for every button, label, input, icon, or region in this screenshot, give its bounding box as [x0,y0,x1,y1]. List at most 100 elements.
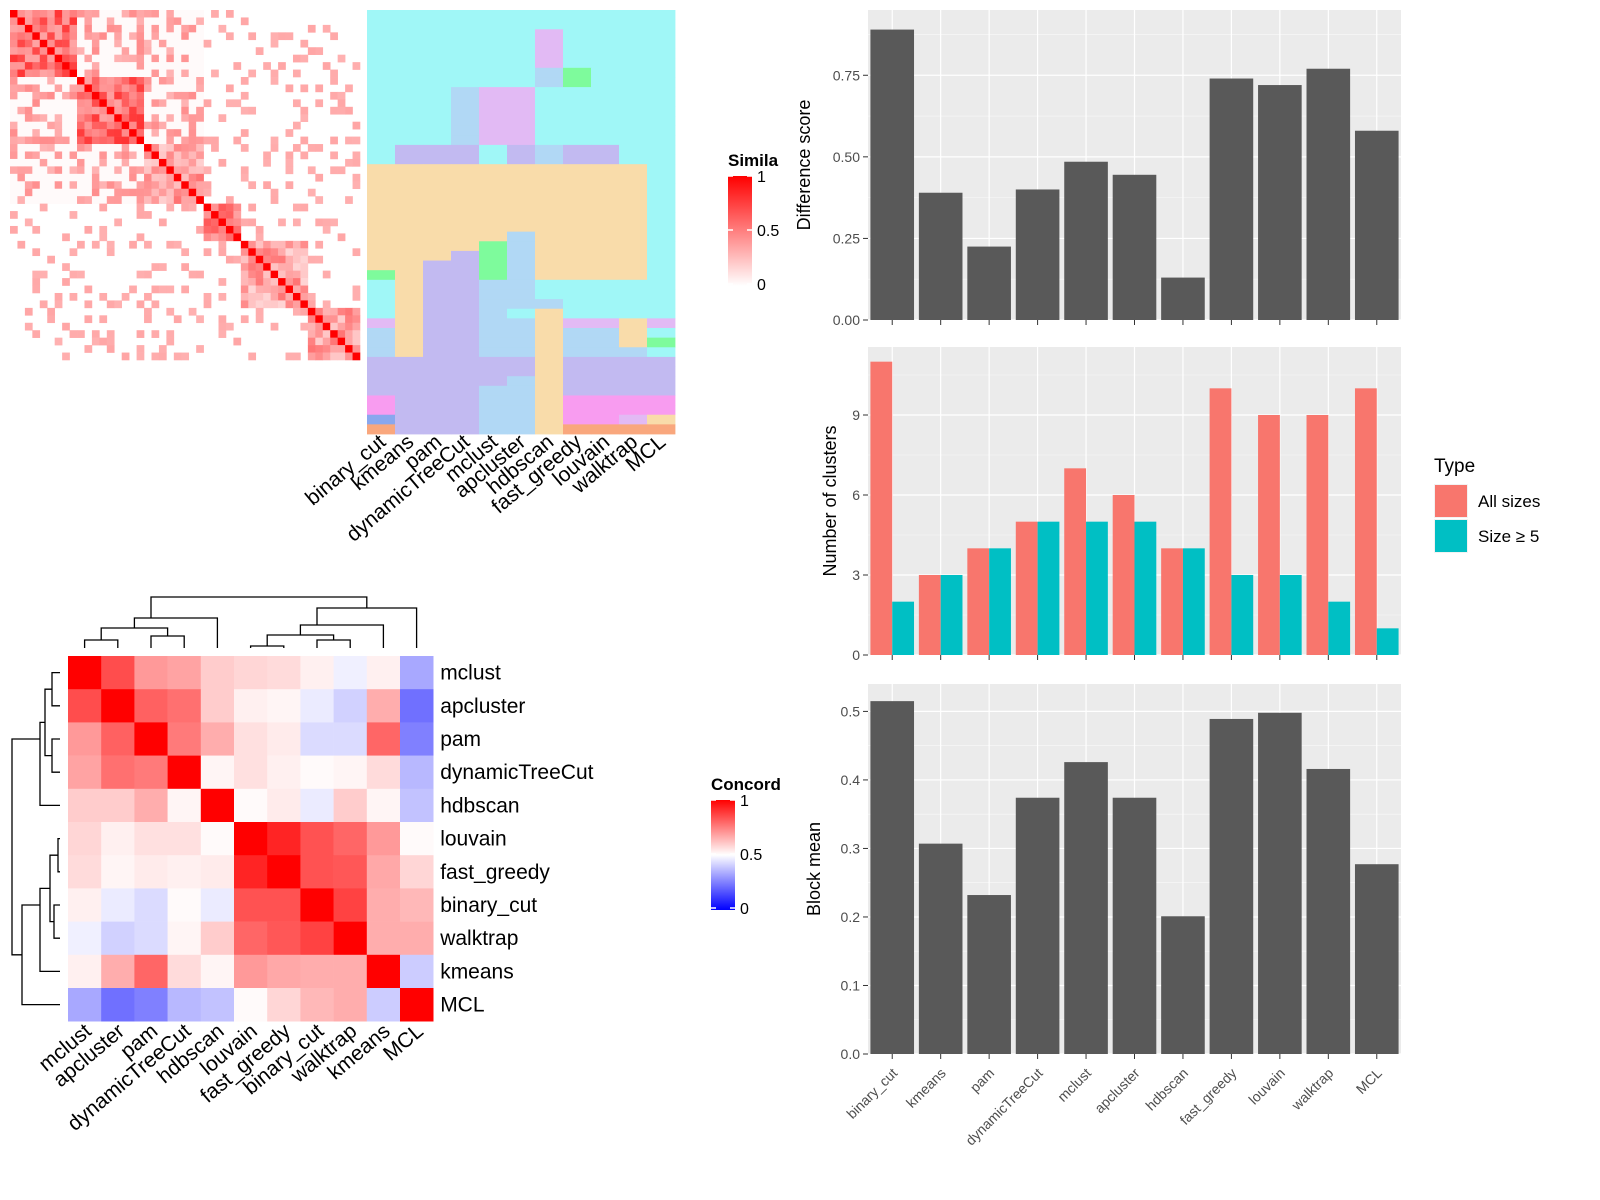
similarity-cell [129,166,137,175]
similarity-cell [77,188,85,197]
membership-cell [395,144,424,155]
similarity-cell [32,114,41,123]
membership-cell [619,38,648,49]
concordance-cell [68,689,102,723]
similarity-cell [255,307,264,316]
concordance-cell [101,755,135,790]
membership-cell [563,183,592,194]
similarity-cell [121,196,130,204]
similarity-cell [144,181,152,190]
membership-cell [619,376,648,387]
similarity-cell [151,285,160,294]
membership-cell [451,183,480,194]
similarity-cell [54,62,63,70]
similarity-cell [292,54,301,63]
similarity-cell [255,248,264,257]
similarity-cell [181,263,190,271]
similarity-cell [166,62,175,70]
similarity-cell [99,84,108,93]
similarity-cell [166,106,175,115]
similarity-cell [129,32,137,41]
membership-cell [619,241,648,252]
similarity-cell [173,188,182,197]
similarity-cell [84,99,93,108]
membership-cell [507,183,536,194]
similarity-cell [106,248,115,257]
similarity-cell [144,292,152,301]
similarity-cell [330,345,338,353]
similarity-cell [32,144,41,152]
y-tick-label: 0.50 [833,149,860,165]
similarity-cell [24,91,33,100]
membership-cell [367,270,396,281]
similarity-cell [47,114,55,123]
similarity-cell [352,292,361,301]
similarity-cell [218,225,227,234]
similarity-cell [181,121,190,130]
similarity-cell [151,17,160,26]
concordance-cell [366,722,401,756]
similarity-cell [315,47,324,55]
similarity-cell [233,337,242,346]
bar [1112,495,1135,655]
similarity-cell [158,32,167,41]
similarity-cell [173,47,182,55]
similarity-cell [54,24,63,33]
similarity-cell [17,69,26,78]
similarity-cell [69,47,78,55]
similarity-cell [151,99,160,108]
membership-cell [647,405,676,416]
similarity-cell [188,77,197,85]
similarity-cell [352,285,361,294]
concordance-cell [200,822,235,856]
similarity-cell [121,77,130,85]
similarity-cell [136,17,145,26]
similarity-cell [315,173,324,182]
similarity-cell [270,278,279,286]
similarity-cell [121,151,130,160]
similarity-cell [136,188,145,197]
similarity-cell [106,69,115,78]
concordance-cell [400,921,434,956]
concordance-cell [200,888,235,922]
similarity-cell [62,188,70,197]
membership-cell [395,58,424,69]
similarity-cell [77,39,85,48]
similarity-cell [99,114,108,123]
membership-cell [507,212,536,223]
similarity-cell [99,292,108,301]
membership-cell [507,135,536,146]
similarity-cell [77,77,85,85]
similarity-cell [285,248,294,257]
similarity-cell [181,84,190,93]
similarity-cell [322,337,331,346]
concordance-cell [333,822,368,856]
similarity-cell [144,62,152,70]
similarity-cell [240,270,249,279]
similarity-cell [91,32,100,41]
similarity-cell [330,337,338,346]
similarity-cell [196,106,204,115]
similarity-cell [196,144,204,152]
similarity-cell [181,144,190,152]
membership-cell [591,77,620,88]
similarity-cell [181,10,190,18]
concordance-cell [300,689,334,723]
concordance-cell [333,788,368,823]
similarity-cell [106,345,115,353]
similarity-cell [69,292,78,301]
similarity-legend-tick: 0.5 [757,223,779,240]
similarity-cell [248,300,257,309]
similarity-cell [47,255,55,264]
similarity-cell [188,84,197,93]
x-tick-label: MCL [1353,1065,1385,1097]
y-tick-label: 0.75 [833,67,860,83]
similarity-cell [47,166,55,175]
membership-cell [563,19,592,30]
similarity-cell [32,62,41,70]
similarity-cell [69,158,78,167]
concordance-cell [200,689,235,723]
similarity-cell [196,54,204,63]
similarity-cell [218,322,227,331]
similarity-cell [196,69,204,78]
